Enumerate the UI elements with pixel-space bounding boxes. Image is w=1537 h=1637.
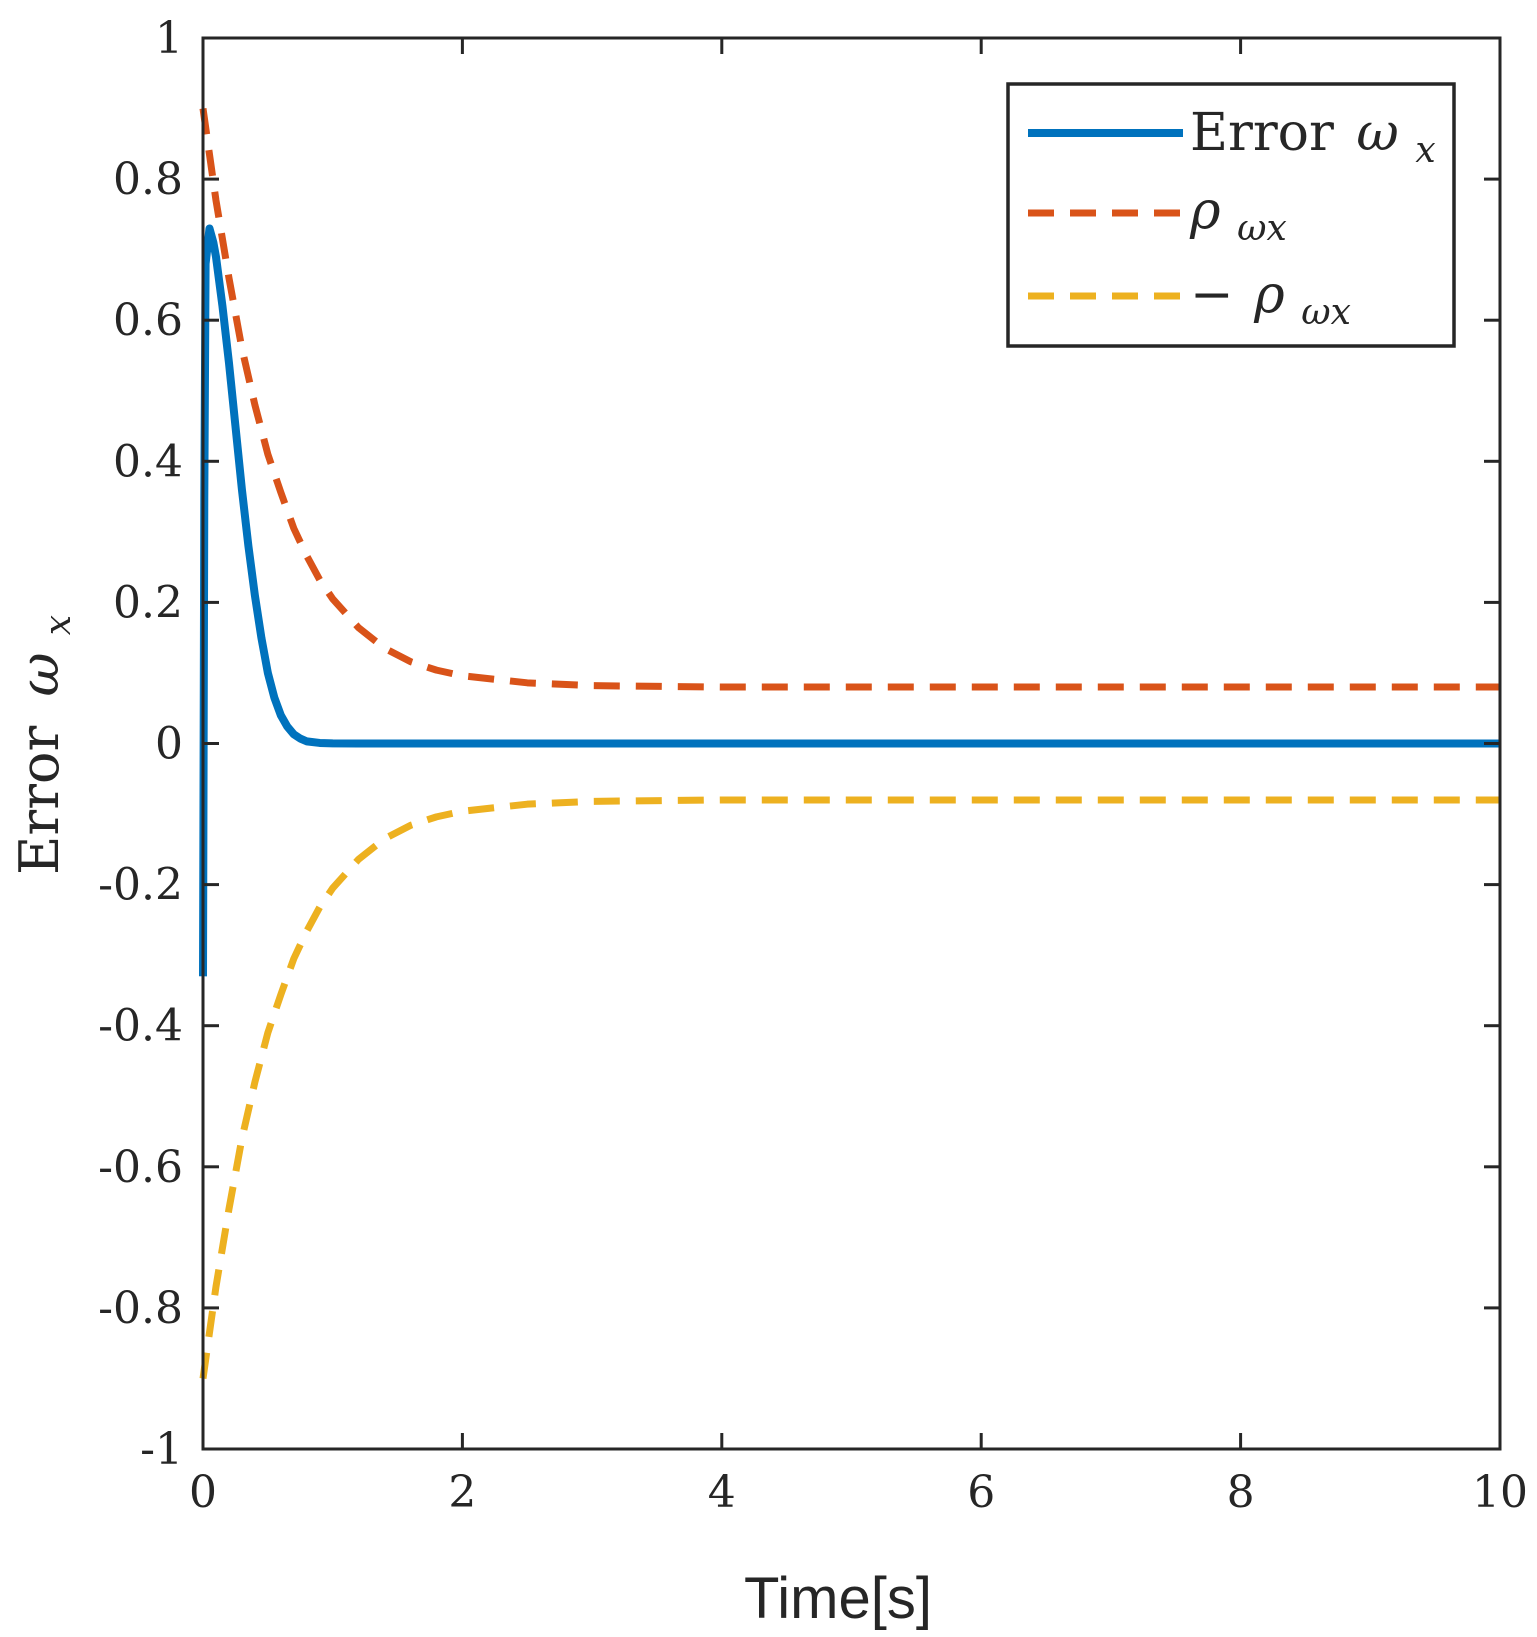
y-tick-label: 1 <box>155 13 183 64</box>
y-tick-label: -0.4 <box>98 1001 183 1052</box>
series-layer <box>199 108 1500 1379</box>
legend-label-error: Error ω x <box>1190 103 1436 171</box>
y-tick-label: 0 <box>155 719 183 770</box>
x-tick-label: 2 <box>448 1467 476 1518</box>
y-axis-label: Error ω x <box>8 615 79 875</box>
y-tick-label: 0.2 <box>113 577 183 628</box>
series-line-2 <box>199 796 1500 1379</box>
y-tick-label: -0.6 <box>98 1142 183 1193</box>
series-line-1 <box>199 108 1500 691</box>
y-axis-label-subscript: x <box>38 615 79 635</box>
axes-layer <box>201 36 1502 1451</box>
x-tick-label: 0 <box>189 1467 217 1518</box>
legend-label-rho-subscript: ωx <box>1237 208 1287 249</box>
legend: Error ω x ρ ωx − ρ ωx <box>1006 82 1456 348</box>
legend-label-rho-symbol: ρ <box>1189 181 1221 241</box>
legend-label-neg-rho-text: − <box>1190 265 1234 325</box>
legend-label-error-text: Error <box>1190 103 1350 163</box>
x-tick-label: 4 <box>708 1467 736 1518</box>
tick-label-layer: 0 2 4 6 8 10 -1 -0.8 -0.6 -0.4 -0.2 0 0.2 0.4 0.6 0.8 1 <box>98 13 1528 1518</box>
y-tick-label: 0.8 <box>113 154 183 205</box>
x-tick-label: 8 <box>1227 1467 1255 1518</box>
y-axis-label-symbol: ω <box>8 652 71 696</box>
y-axis-label-text: Error <box>8 725 71 875</box>
y-tick-label: -0.8 <box>98 1283 183 1334</box>
legend-label-rho: ρ ωx <box>1189 181 1287 249</box>
legend-label-neg-rho: − ρ ωx <box>1190 265 1351 333</box>
y-tick-label: -1 <box>140 1424 183 1475</box>
y-tick-label: -0.2 <box>98 860 183 911</box>
legend-label-error-symbol: ω <box>1356 103 1398 163</box>
legend-label-neg-rho-symbol: ρ <box>1253 265 1285 325</box>
x-axis-label: Time[s] <box>744 1566 932 1631</box>
y-tick-label: 0.6 <box>113 295 183 346</box>
legend-label-neg-rho-subscript: ωx <box>1301 292 1351 333</box>
x-tick-label: 10 <box>1472 1467 1528 1518</box>
x-tick-label: 6 <box>967 1467 995 1518</box>
series-line-0 <box>199 224 1500 977</box>
legend-label-error-subscript: x <box>1415 130 1435 171</box>
y-tick-label: 0.4 <box>113 436 183 487</box>
